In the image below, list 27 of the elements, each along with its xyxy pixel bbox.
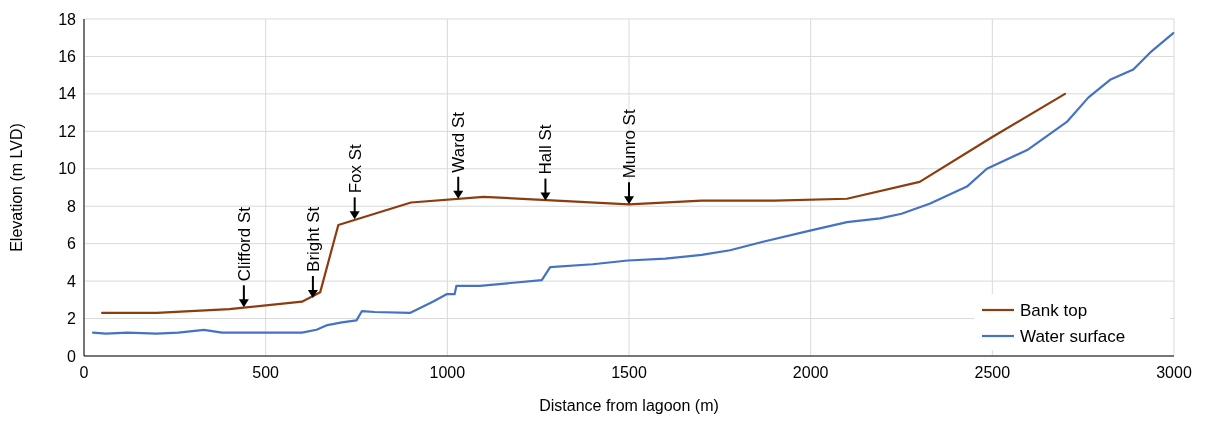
annotation: Ward St [449, 111, 469, 173]
x-tick-label: 2500 [974, 364, 1011, 381]
x-tick-label: 0 [79, 364, 89, 381]
legend-label: Water surface [1020, 326, 1126, 346]
x-tick-label: 3000 [1156, 364, 1192, 381]
y-tick-label: 14 [58, 85, 77, 103]
y-tick-label: 10 [58, 160, 77, 178]
y-tick-label: 4 [67, 272, 77, 290]
legend-label: Bank top [1020, 300, 1088, 320]
y-tick-label: 16 [58, 48, 77, 66]
annotation: Bright St [303, 206, 323, 272]
x-tick-label: 2000 [792, 364, 829, 381]
x-tick-label: 1000 [429, 364, 466, 381]
y-tick-label: 6 [67, 235, 77, 253]
y-tick-label: 2 [67, 310, 77, 328]
annotation: Fox St [345, 143, 365, 194]
x-tick-label: 1500 [611, 364, 647, 381]
y-tick-label: 0 [67, 347, 77, 365]
y-axis-title: Elevation (m LVD) [8, 123, 25, 252]
x-tick-label: 500 [252, 364, 280, 381]
annotation: Clifford St [234, 206, 254, 282]
y-tick-label: 8 [67, 197, 77, 215]
annotation: Munro St [620, 109, 639, 179]
annotation: Hall St [536, 124, 556, 175]
y-tick-label: 18 [58, 10, 77, 28]
x-axis-title: Distance from lagoon (m) [539, 397, 719, 414]
y-tick-label: 12 [58, 122, 77, 140]
